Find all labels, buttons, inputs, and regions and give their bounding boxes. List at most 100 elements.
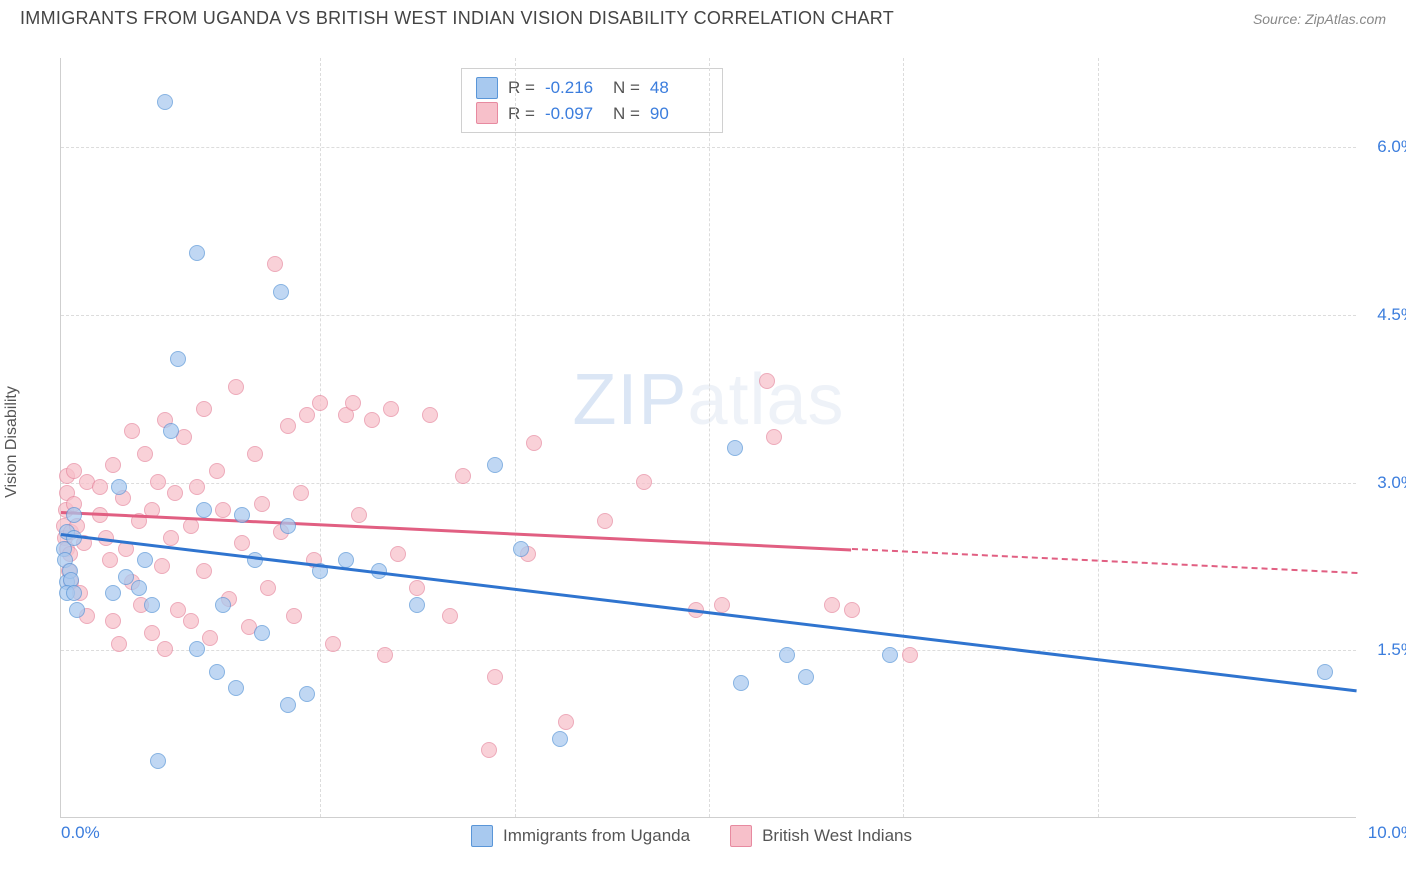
scatter-point-pink (154, 558, 170, 574)
scatter-point-pink (377, 647, 393, 663)
r-value: -0.097 (545, 101, 603, 127)
scatter-point-blue (513, 541, 529, 557)
scatter-point-pink (267, 256, 283, 272)
scatter-point-pink (196, 401, 212, 417)
scatter-point-blue (111, 479, 127, 495)
scatter-point-pink (409, 580, 425, 596)
scatter-point-pink (167, 485, 183, 501)
scatter-point-pink (183, 518, 199, 534)
scatter-point-blue (733, 675, 749, 691)
scatter-point-pink (234, 535, 250, 551)
gridline-vertical (709, 58, 710, 817)
scatter-point-blue (163, 423, 179, 439)
scatter-point-pink (364, 412, 380, 428)
scatter-point-pink (196, 563, 212, 579)
correlation-legend: R =-0.216N =48R =-0.097N =90 (461, 68, 723, 133)
scatter-point-pink (345, 395, 361, 411)
scatter-point-pink (299, 407, 315, 423)
scatter-point-pink (902, 647, 918, 663)
scatter-point-blue (280, 518, 296, 534)
y-tick-label: 6.0% (1377, 137, 1406, 157)
scatter-point-blue (131, 580, 147, 596)
scatter-point-blue (338, 552, 354, 568)
scatter-point-pink (714, 597, 730, 613)
scatter-point-pink (202, 630, 218, 646)
plot-area: ZIPatlas R =-0.216N =48R =-0.097N =90 Im… (60, 58, 1356, 818)
gridline-vertical (515, 58, 516, 817)
scatter-point-blue (170, 351, 186, 367)
scatter-point-pink (111, 636, 127, 652)
r-label: R = (508, 101, 535, 127)
scatter-point-blue (196, 502, 212, 518)
r-value: -0.216 (545, 75, 603, 101)
scatter-point-pink (215, 502, 231, 518)
scatter-point-pink (526, 435, 542, 451)
trend-line-pink (61, 511, 852, 551)
chart-title: IMMIGRANTS FROM UGANDA VS BRITISH WEST I… (20, 8, 894, 29)
legend-swatch (471, 825, 493, 847)
scatter-point-blue (882, 647, 898, 663)
x-tick-label: 0.0% (61, 823, 100, 843)
scatter-point-pink (481, 742, 497, 758)
scatter-point-blue (552, 731, 568, 747)
x-tick-label: 10.0% (1368, 823, 1406, 843)
n-value: 48 (650, 75, 708, 101)
n-label: N = (613, 75, 640, 101)
scatter-point-blue (299, 686, 315, 702)
series-legend: Immigrants from Uganda British West India… (471, 825, 912, 847)
scatter-point-blue (137, 552, 153, 568)
source-label: Source: ZipAtlas.com (1253, 11, 1386, 27)
legend-item: British West Indians (730, 825, 912, 847)
scatter-point-pink (183, 613, 199, 629)
scatter-point-pink (383, 401, 399, 417)
chart-container: Vision Disability ZIPatlas R =-0.216N =4… (42, 46, 1362, 838)
scatter-point-blue (215, 597, 231, 613)
y-tick-label: 3.0% (1377, 473, 1406, 493)
scatter-point-pink (260, 580, 276, 596)
scatter-point-blue (409, 597, 425, 613)
n-value: 90 (650, 101, 708, 127)
scatter-point-blue (798, 669, 814, 685)
scatter-point-pink (105, 613, 121, 629)
scatter-point-pink (247, 446, 263, 462)
scatter-point-pink (189, 479, 205, 495)
scatter-point-pink (455, 468, 471, 484)
scatter-point-pink (102, 552, 118, 568)
scatter-point-pink (351, 507, 367, 523)
scatter-point-blue (209, 664, 225, 680)
trend-line-pink-dashed (851, 548, 1357, 574)
legend-swatch (476, 102, 498, 124)
scatter-point-pink (824, 597, 840, 613)
scatter-point-pink (286, 608, 302, 624)
scatter-point-blue (150, 753, 166, 769)
gridline-vertical (1098, 58, 1099, 817)
legend-label: Immigrants from Uganda (503, 826, 690, 846)
scatter-point-pink (325, 636, 341, 652)
y-tick-label: 1.5% (1377, 640, 1406, 660)
legend-row: R =-0.097N =90 (476, 101, 708, 127)
legend-item: Immigrants from Uganda (471, 825, 690, 847)
scatter-point-blue (280, 697, 296, 713)
scatter-point-pink (254, 496, 270, 512)
scatter-point-pink (487, 669, 503, 685)
scatter-point-blue (254, 625, 270, 641)
scatter-point-pink (280, 418, 296, 434)
scatter-point-pink (558, 714, 574, 730)
scatter-point-pink (597, 513, 613, 529)
scatter-point-blue (144, 597, 160, 613)
scatter-point-blue (487, 457, 503, 473)
scatter-point-pink (390, 546, 406, 562)
scatter-point-blue (66, 507, 82, 523)
scatter-point-blue (189, 245, 205, 261)
scatter-point-blue (727, 440, 743, 456)
scatter-point-pink (150, 474, 166, 490)
scatter-point-pink (442, 608, 458, 624)
scatter-point-pink (137, 446, 153, 462)
scatter-point-pink (766, 429, 782, 445)
scatter-point-blue (189, 641, 205, 657)
scatter-point-blue (234, 507, 250, 523)
scatter-point-pink (293, 485, 309, 501)
legend-row: R =-0.216N =48 (476, 75, 708, 101)
scatter-point-pink (124, 423, 140, 439)
scatter-point-pink (92, 479, 108, 495)
